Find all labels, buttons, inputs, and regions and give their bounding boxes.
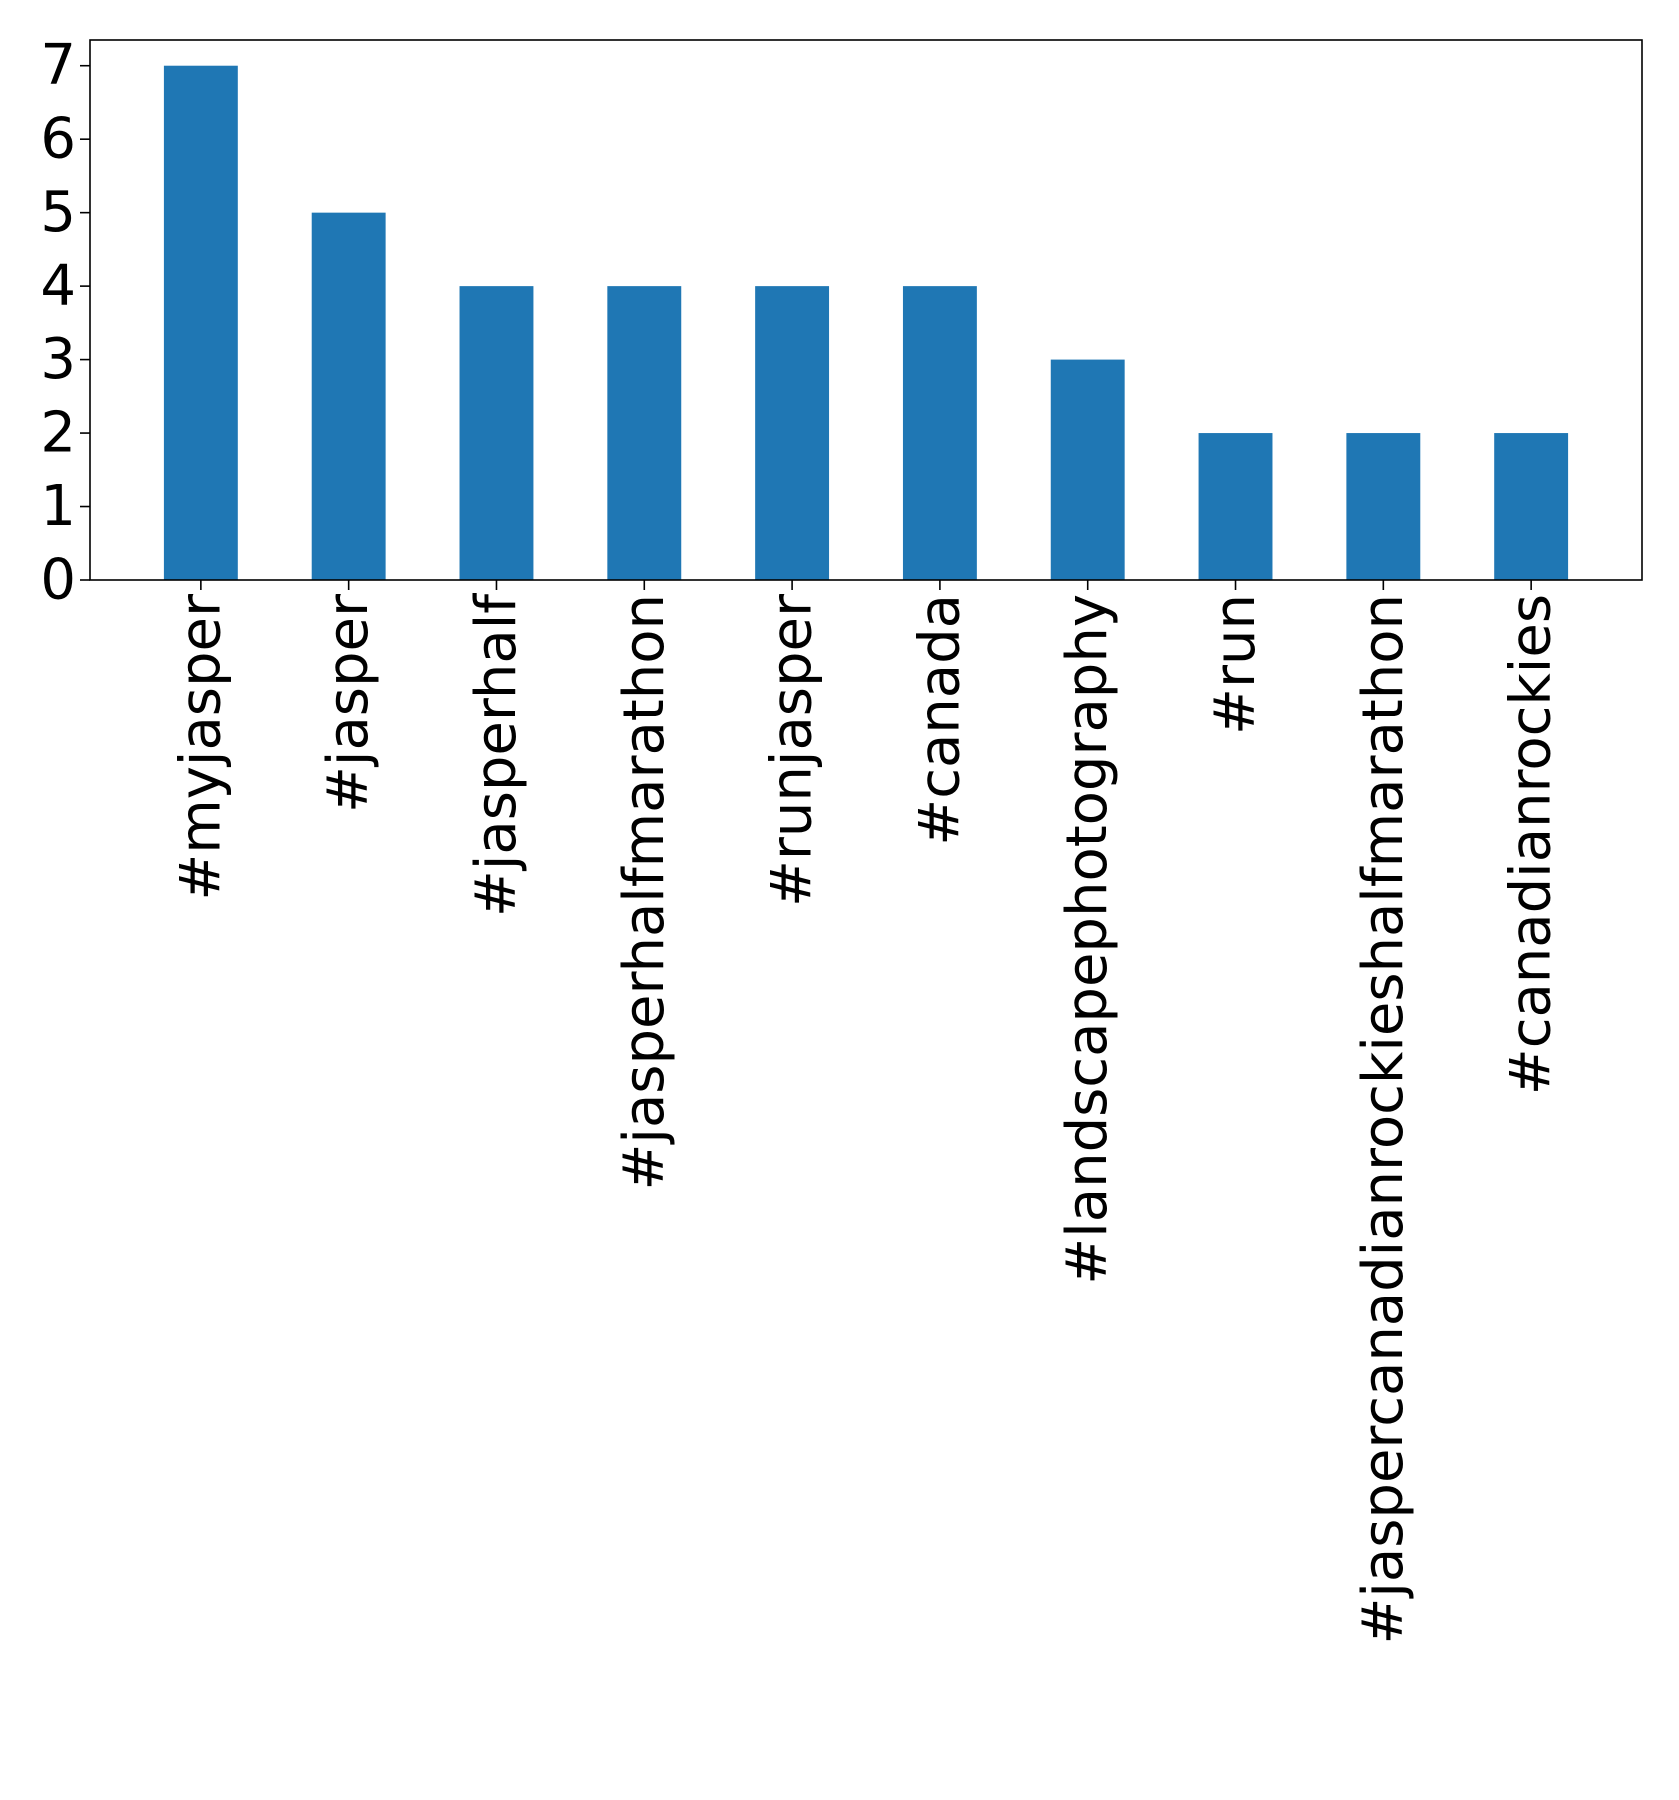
x-tick-label: #jaspercanadianrockieshalfmarathon <box>1351 594 1416 1645</box>
y-tick-label: 6 <box>40 107 76 172</box>
x-tick-label: #landscapephotography <box>1055 594 1120 1285</box>
x-axis: #myjasper #jasper #jasperhalf #jasperhalfma… <box>168 580 1564 1645</box>
bar-6 <box>1050 359 1125 580</box>
bar-3 <box>607 286 682 580</box>
bar-0 <box>163 65 238 580</box>
x-tick-label: #myjasper <box>168 593 233 901</box>
bar-5 <box>902 286 977 580</box>
plot-frame <box>89 39 1643 581</box>
x-tick-label: #jasperhalf <box>464 593 529 917</box>
x-tick-label: #canada <box>907 594 972 846</box>
bar-1 <box>311 212 386 580</box>
y-tick-label: 1 <box>40 474 76 539</box>
bar-8 <box>1346 433 1421 580</box>
x-tick-label: #run <box>1203 594 1268 735</box>
bars-layer <box>163 65 1569 580</box>
bar-7 <box>1198 433 1273 580</box>
x-tick-label: #jasper <box>316 593 381 813</box>
y-tick-label: 5 <box>40 180 76 245</box>
x-tick-label: #jasperhalfmarathon <box>612 594 677 1191</box>
y-tick-label: 0 <box>40 548 76 613</box>
y-tick-label: 7 <box>40 33 76 98</box>
bar-9 <box>1494 433 1569 580</box>
y-axis: 0 1 2 3 4 5 6 7 <box>40 33 90 613</box>
bar-2 <box>459 286 534 580</box>
x-tick-label: #canadianrockies <box>1499 594 1564 1095</box>
y-tick-label: 2 <box>40 401 76 466</box>
bar-4 <box>755 286 830 580</box>
y-tick-label: 3 <box>40 327 76 392</box>
x-tick-label: #runjasper <box>760 593 825 907</box>
y-tick-label: 4 <box>40 254 76 319</box>
